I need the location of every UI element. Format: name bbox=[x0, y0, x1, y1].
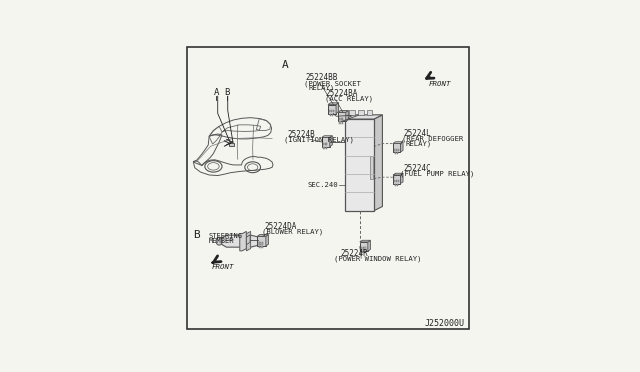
Bar bbox=[338, 112, 346, 121]
Bar bbox=[364, 251, 365, 253]
Text: (IGNITION RELAY): (IGNITION RELAY) bbox=[284, 137, 355, 143]
Bar bbox=[324, 143, 326, 145]
Polygon shape bbox=[246, 235, 250, 244]
Text: (BLOWER RELAY): (BLOWER RELAY) bbox=[262, 228, 323, 235]
Bar bbox=[367, 110, 372, 115]
Polygon shape bbox=[336, 103, 339, 114]
Polygon shape bbox=[401, 173, 403, 183]
Bar bbox=[331, 110, 332, 112]
Text: 25224R: 25224R bbox=[341, 249, 369, 258]
Bar bbox=[371, 156, 373, 179]
Text: 25224C: 25224C bbox=[403, 164, 431, 173]
Text: 25224BB: 25224BB bbox=[306, 73, 338, 83]
Ellipse shape bbox=[258, 238, 263, 244]
Bar bbox=[328, 105, 336, 114]
Bar bbox=[397, 149, 399, 151]
Polygon shape bbox=[346, 110, 348, 121]
Text: A: A bbox=[282, 60, 289, 70]
Bar bbox=[396, 180, 397, 182]
Bar bbox=[259, 242, 260, 244]
Text: MEMBER: MEMBER bbox=[208, 238, 234, 244]
Text: STEERING: STEERING bbox=[208, 233, 243, 239]
Bar bbox=[340, 118, 342, 120]
Bar bbox=[395, 183, 396, 186]
Polygon shape bbox=[219, 235, 260, 247]
Polygon shape bbox=[401, 142, 403, 152]
Bar bbox=[332, 114, 333, 116]
Bar bbox=[361, 247, 362, 250]
Bar bbox=[396, 149, 397, 151]
Bar bbox=[395, 152, 396, 154]
Polygon shape bbox=[322, 136, 332, 137]
Polygon shape bbox=[257, 235, 268, 236]
Bar bbox=[257, 236, 266, 246]
Text: SEC.240: SEC.240 bbox=[307, 182, 338, 188]
Bar bbox=[393, 144, 401, 152]
Bar bbox=[360, 242, 368, 251]
Ellipse shape bbox=[216, 237, 222, 245]
Bar bbox=[349, 110, 355, 115]
Text: 25224B: 25224B bbox=[287, 130, 315, 139]
Polygon shape bbox=[393, 142, 403, 144]
Bar bbox=[394, 180, 396, 182]
Text: 25224BA: 25224BA bbox=[325, 89, 358, 98]
Bar bbox=[323, 147, 325, 149]
Bar bbox=[339, 118, 340, 120]
Text: FRONT: FRONT bbox=[429, 81, 451, 87]
Text: RELAY): RELAY) bbox=[406, 141, 432, 147]
Bar bbox=[329, 110, 330, 112]
Text: (REAR DEFOGGER: (REAR DEFOGGER bbox=[402, 136, 463, 142]
Bar bbox=[322, 137, 330, 147]
Polygon shape bbox=[345, 115, 383, 119]
Text: (ACC RELAY): (ACC RELAY) bbox=[325, 96, 373, 102]
Bar bbox=[342, 118, 344, 120]
Bar bbox=[259, 246, 260, 248]
Polygon shape bbox=[360, 240, 371, 242]
Polygon shape bbox=[240, 231, 246, 251]
Bar bbox=[397, 180, 399, 182]
Text: 25224DA: 25224DA bbox=[264, 222, 297, 231]
Bar bbox=[364, 247, 365, 250]
Text: B: B bbox=[224, 88, 230, 97]
Bar bbox=[358, 110, 364, 115]
Bar bbox=[342, 121, 343, 124]
Bar bbox=[397, 183, 399, 186]
Bar bbox=[345, 119, 374, 211]
Text: A: A bbox=[214, 88, 219, 97]
Bar bbox=[330, 114, 331, 116]
Text: FRONT: FRONT bbox=[212, 264, 234, 270]
Text: B: B bbox=[193, 230, 200, 240]
Text: (POWER WINDOW RELAY): (POWER WINDOW RELAY) bbox=[333, 256, 421, 262]
Bar bbox=[397, 152, 399, 154]
Bar bbox=[323, 143, 324, 145]
Bar bbox=[326, 143, 328, 145]
Polygon shape bbox=[330, 136, 332, 147]
Bar bbox=[362, 251, 363, 253]
Text: 25224L: 25224L bbox=[404, 129, 431, 138]
Bar bbox=[229, 142, 234, 146]
Polygon shape bbox=[374, 115, 383, 211]
Polygon shape bbox=[338, 110, 348, 112]
Polygon shape bbox=[393, 173, 403, 175]
Bar bbox=[393, 175, 401, 183]
Text: RELAY): RELAY) bbox=[308, 85, 335, 92]
Bar bbox=[339, 121, 341, 124]
Text: J252000U: J252000U bbox=[424, 318, 464, 328]
Bar bbox=[262, 242, 263, 244]
Bar bbox=[394, 149, 396, 151]
Text: (POWER SOCKET: (POWER SOCKET bbox=[303, 80, 360, 87]
Polygon shape bbox=[266, 235, 268, 246]
Polygon shape bbox=[328, 103, 339, 105]
Bar bbox=[326, 147, 327, 149]
Polygon shape bbox=[368, 240, 371, 251]
Bar bbox=[363, 247, 364, 250]
Bar bbox=[260, 242, 261, 244]
Polygon shape bbox=[246, 231, 251, 251]
Bar bbox=[261, 246, 262, 248]
Text: (FUEL PUMP RELAY): (FUEL PUMP RELAY) bbox=[400, 170, 474, 177]
